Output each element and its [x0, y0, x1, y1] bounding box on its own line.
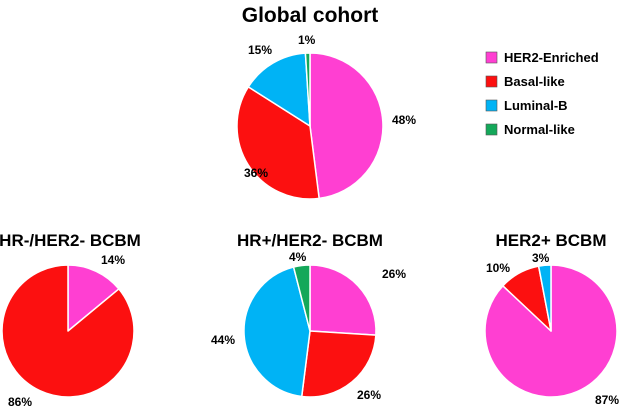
data-label-luminal-b: 15% — [248, 43, 272, 57]
pie-slice-basal-like — [1, 264, 135, 398]
data-label-her2-enriched: 26% — [382, 267, 406, 281]
pie-slice-normal-like — [292, 264, 311, 332]
pie-slice-basal-like — [236, 86, 320, 200]
pie-chart-hr-her2-bcbm: HR-/HER2- BCBM 86% 14% — [0, 231, 141, 409]
data-label-her2-enriched: 14% — [101, 253, 125, 267]
chart-title: HR-/HER2- BCBM — [0, 231, 141, 250]
legend-swatch-normal-like — [485, 123, 498, 136]
pie-slice-her2-enriched — [67, 264, 120, 332]
data-label-basal-like: 36% — [244, 166, 268, 180]
legend-swatch-luminal-b — [485, 99, 498, 112]
chart-title: HR+/HER2- BCBM — [237, 231, 383, 250]
pie-chart-global-cohort: Global cohort 48% 36% 15% 1% — [236, 4, 416, 200]
legend-label-normal-like: Normal-like — [504, 122, 575, 137]
data-label-normal-like: 4% — [289, 250, 307, 264]
data-label-basal-like: 10% — [486, 261, 510, 275]
legend-swatch-basal-like — [485, 75, 498, 88]
pie-slice-normal-like — [304, 52, 311, 127]
legend-label-luminal-b: Luminal-B — [504, 98, 568, 113]
data-label-basal-like: 26% — [357, 388, 381, 402]
legend-label-basal-like: Basal-like — [504, 74, 565, 89]
pie-slice-luminal-b — [243, 266, 311, 398]
legend-swatch-her2-enriched — [485, 51, 498, 64]
data-label-luminal-b: 3% — [532, 251, 550, 265]
pie-chart-hr-her2-bcbm: HR+/HER2- BCBM 26% 26% 44% 4% — [211, 231, 406, 402]
chart-title: Global cohort — [242, 4, 379, 27]
legend-label-her2-enriched: HER2-Enriched — [504, 50, 599, 65]
pie-slice-basal-like — [300, 330, 377, 398]
pie-chart-her2-bcbm: HER2+ BCBM 87% 10% 3% — [484, 231, 619, 407]
data-label-basal-like: 86% — [8, 395, 32, 409]
data-label-her2-enriched: 48% — [392, 113, 416, 127]
data-label-luminal-b: 44% — [211, 333, 235, 347]
data-label-normal-like: 1% — [298, 33, 316, 47]
pie-slice-luminal-b — [247, 52, 311, 127]
data-label-her2-enriched: 87% — [595, 393, 619, 407]
pie-slice-luminal-b — [537, 264, 552, 332]
pie-slice-her2-enriched — [309, 52, 384, 200]
chart-title: HER2+ BCBM — [496, 231, 607, 250]
legend: HER2-Enriched Basal-like Luminal-B Normal-l… — [485, 50, 599, 137]
pie-slice-her2-enriched — [309, 264, 377, 336]
